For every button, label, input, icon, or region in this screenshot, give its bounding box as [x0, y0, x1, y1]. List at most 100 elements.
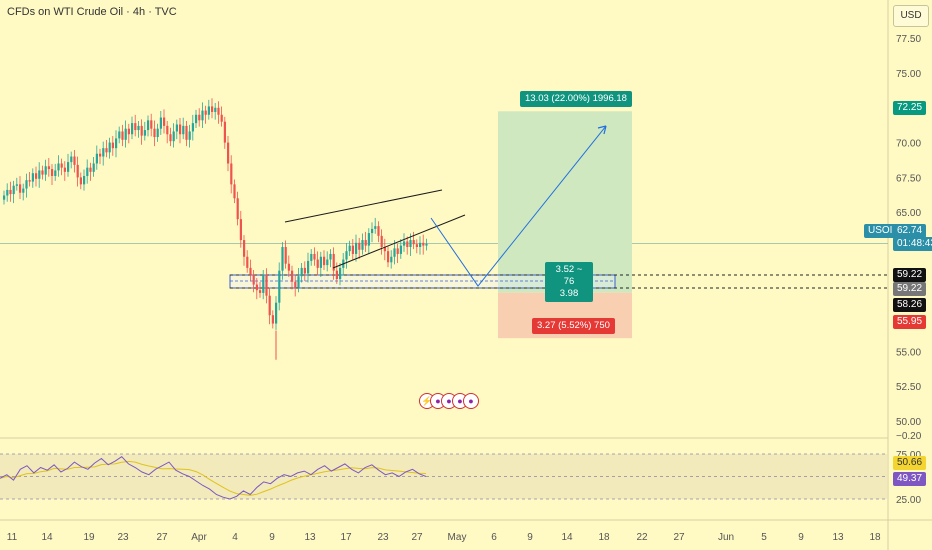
candle-body: [111, 142, 114, 149]
candle: [233, 179, 236, 204]
candle-body: [339, 267, 342, 280]
time-tick-label: 23: [377, 532, 389, 543]
price-tick-label: 65.00: [896, 208, 921, 219]
candle: [217, 101, 220, 124]
candle: [399, 239, 402, 259]
candle-body: [351, 245, 354, 254]
candle: [313, 247, 316, 266]
candle: [54, 163, 57, 181]
candle-body: [156, 128, 159, 138]
candle: [83, 169, 86, 191]
candle-body: [211, 106, 214, 112]
candle-body: [137, 125, 140, 131]
target-price-tag: 72.25: [893, 101, 927, 115]
candle: [9, 181, 12, 202]
candle-body: [115, 138, 118, 149]
candle: [124, 120, 127, 148]
candle: [188, 124, 191, 148]
candle-body: [374, 226, 377, 229]
candle-body: [159, 117, 162, 129]
candle-body: [319, 256, 322, 268]
candle-body: [204, 110, 207, 115]
candle-body: [223, 121, 226, 143]
candle-body: [268, 295, 271, 316]
target-label: 13.03 (22.00%) 1996.18: [520, 91, 632, 107]
candle-body: [425, 243, 428, 246]
candle: [185, 121, 188, 147]
candle: [89, 162, 92, 181]
candle-body: [201, 110, 204, 121]
candle-body: [121, 131, 124, 140]
candle-body: [19, 184, 22, 193]
candle: [118, 126, 121, 144]
candle-body: [313, 253, 316, 260]
entry-price-tag: 59.22: [893, 268, 927, 282]
candle-body: [329, 253, 332, 260]
price-tick-label: 55.00: [896, 347, 921, 358]
candle: [348, 240, 351, 257]
candle: [419, 236, 422, 255]
candle: [265, 268, 268, 304]
candle: [15, 177, 18, 191]
candle-body: [198, 114, 201, 121]
candle-body: [185, 125, 188, 140]
candle-body: [54, 170, 57, 177]
candle-body: [79, 177, 82, 185]
candle: [422, 234, 425, 255]
candle: [41, 165, 44, 180]
candle-body: [220, 114, 223, 122]
currency-button[interactable]: USD: [893, 5, 929, 27]
candle-body: [259, 290, 262, 293]
candle-body: [323, 256, 326, 266]
candle-body: [310, 253, 313, 261]
candle-body: [6, 189, 9, 196]
candle: [364, 231, 367, 252]
time-tick-label: 18: [869, 532, 881, 543]
candle-body: [412, 240, 415, 245]
candle-body: [191, 123, 194, 132]
candle: [316, 251, 319, 276]
candle: [102, 141, 105, 166]
candle: [111, 136, 114, 156]
candle-body: [105, 148, 108, 153]
candle: [383, 238, 386, 261]
candle-body: [415, 244, 418, 247]
rsi-tick-label: 75.00: [896, 450, 921, 461]
candle: [291, 265, 294, 290]
candle: [371, 222, 374, 243]
candle: [307, 252, 310, 283]
candle: [172, 123, 175, 148]
candle: [339, 263, 342, 286]
candle-body: [38, 170, 41, 179]
candle-body: [390, 256, 393, 263]
candle-body: [188, 131, 191, 140]
candle-body: [195, 114, 198, 124]
candle: [108, 137, 111, 159]
candle-body: [380, 235, 383, 247]
candle-body: [236, 198, 239, 220]
candle: [140, 119, 143, 145]
candle-body: [255, 284, 258, 291]
time-tick-label: 19: [83, 532, 95, 543]
candle-body: [73, 156, 76, 165]
us-flag-icon[interactable]: ●: [463, 393, 479, 409]
candle: [310, 249, 313, 266]
candle: [12, 180, 15, 204]
candle-body: [383, 247, 386, 252]
candle: [131, 116, 134, 140]
candle: [255, 278, 258, 300]
candle: [351, 239, 354, 261]
candle: [134, 114, 137, 137]
candle-body: [332, 253, 335, 271]
candle: [105, 139, 108, 158]
candle-body: [377, 226, 380, 236]
candle: [271, 310, 274, 329]
candle: [214, 102, 217, 120]
current-price-tag: 62.74: [893, 224, 927, 238]
time-tick-label: 9: [527, 532, 533, 543]
candle-body: [287, 263, 290, 271]
candle: [355, 234, 358, 262]
candle-body: [99, 153, 102, 157]
candle: [332, 247, 335, 280]
